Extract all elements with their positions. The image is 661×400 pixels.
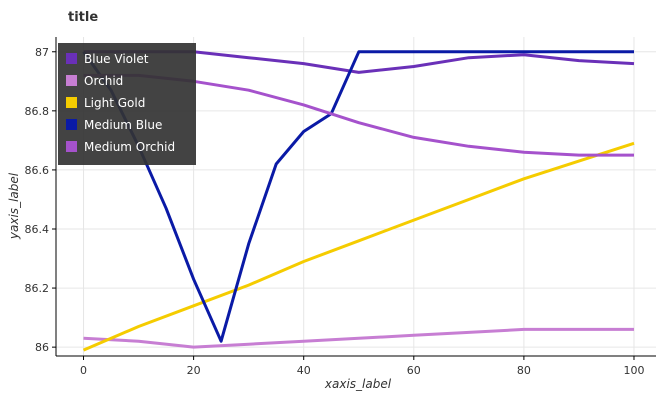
chart-title: title xyxy=(68,10,98,25)
x-ticks: 0 20 40 60 80 100 xyxy=(80,356,644,377)
x-tick-label-5: 100 xyxy=(623,364,644,377)
legend-box xyxy=(58,43,196,165)
legend-swatch-medium-orchid xyxy=(66,141,77,152)
y-tick-label-5: 87 xyxy=(35,46,49,59)
legend-label-medium-orchid: Medium Orchid xyxy=(84,140,175,154)
x-tick-label-1: 20 xyxy=(187,364,201,377)
y-tick-label-4: 86.8 xyxy=(25,105,50,118)
legend-label-medium-blue: Medium Blue xyxy=(84,118,162,132)
legend-swatch-blue-violet xyxy=(66,53,77,64)
x-tick-label-0: 0 xyxy=(80,364,87,377)
x-tick-label-2: 40 xyxy=(297,364,311,377)
x-tick-label-4: 80 xyxy=(517,364,531,377)
legend-swatch-light-gold xyxy=(66,97,77,108)
legend: Blue Violet Orchid Light Gold Medium Blue Me… xyxy=(58,43,196,165)
x-tick-label-3: 60 xyxy=(407,364,421,377)
legend-swatch-medium-blue xyxy=(66,119,77,130)
x-axis-title: xaxis_label xyxy=(324,377,392,391)
y-ticks: 86 86.2 86.4 86.6 86.8 87 xyxy=(25,46,56,354)
legend-label-orchid: Orchid xyxy=(84,74,123,88)
series-line-medium-blue xyxy=(82,50,634,343)
series-line-light-gold xyxy=(82,141,635,352)
legend-label-blue-violet: Blue Violet xyxy=(84,52,149,66)
legend-label-light-gold: Light Gold xyxy=(84,96,145,110)
y-tick-label-2: 86.4 xyxy=(25,223,50,236)
series-line-orchid xyxy=(83,327,634,349)
axes xyxy=(55,37,656,357)
y-tick-label-1: 86.2 xyxy=(25,282,50,295)
y-tick-label-3: 86.6 xyxy=(25,164,50,177)
legend-swatch-orchid xyxy=(66,75,77,86)
y-tick-label-0: 86 xyxy=(35,341,49,354)
y-axis-title: yaxis_label xyxy=(7,172,21,240)
